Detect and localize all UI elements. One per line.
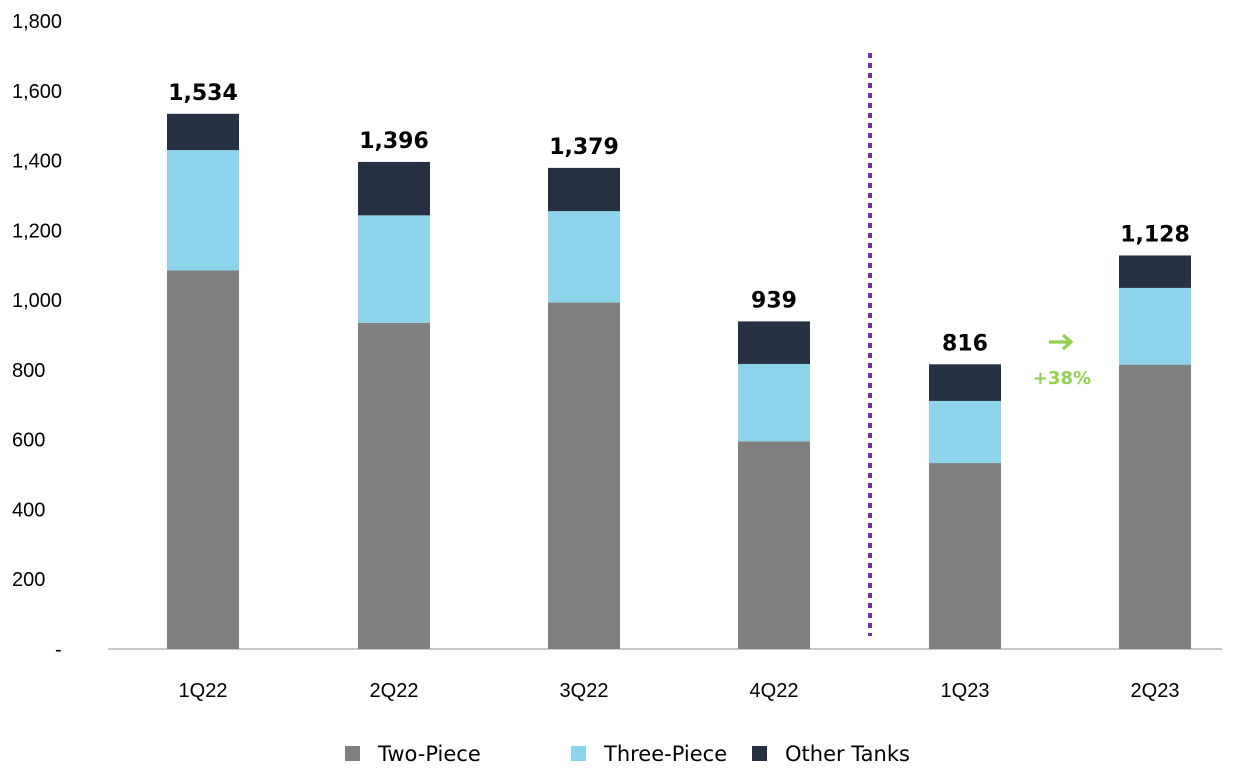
y-tick-label: 800 [12,360,45,382]
bar-segment-other-tanks [738,321,810,364]
x-tick-label: 2Q23 [1131,680,1180,702]
growth-annotation: +38% [1033,333,1091,389]
x-tick-label: 4Q22 [750,680,799,702]
y-tick-label: 1,600 [12,81,62,103]
bar-total-label: 816 [942,331,988,356]
x-tick-label: 2Q22 [370,680,419,702]
x-tick-label: 3Q22 [560,680,609,702]
bar-total-label: 939 [751,288,797,313]
bar-segment-other-tanks [1119,255,1191,288]
bar-total-label: 1,396 [359,129,429,154]
legend-label: Two-Piece [377,742,481,766]
y-tick-label: 200 [12,569,45,591]
bar-segment-three-piece [738,363,810,442]
bar-segment-three-piece [1119,287,1191,365]
legend-label: Three-Piece [603,742,727,766]
legend: Two-Piece Three-Piece Other Tanks [345,742,910,766]
bar-segment-three-piece [929,400,1001,464]
bar-segment-three-piece [167,150,239,271]
bar-segment-three-piece [548,211,620,303]
y-tick-label: 1,000 [12,290,62,312]
bar-segment-two-piece [1119,364,1191,649]
y-tick-label: 1,400 [12,151,62,173]
bar-total-label: 1,379 [549,135,619,160]
bar-segment-other-tanks [929,364,1001,401]
bar-total-label: 1,128 [1120,222,1190,247]
y-tick-label: 400 [12,499,45,521]
arrow-right-icon [1049,333,1074,351]
bar-segment-two-piece [358,322,430,649]
bar-total-label: 1,534 [168,81,238,106]
legend-label: Other Tanks [785,742,910,766]
y-axis: - 200 400 600 800 1,000 1,200 1,400 1,600 1,800 [12,11,62,661]
bar-segment-two-piece [167,270,239,649]
y-tick-label: - [55,639,62,661]
legend-swatch [345,746,360,761]
bar-segment-other-tanks [548,167,620,212]
bar-segment-other-tanks [358,161,430,216]
bar-segment-other-tanks [167,113,239,151]
x-tick-label: 1Q22 [179,680,228,702]
legend-swatch [752,746,767,761]
bar-segment-three-piece [358,215,430,323]
y-tick-label: 1,200 [12,220,62,242]
bars [167,113,1191,649]
growth-percent-label: +38% [1033,368,1091,389]
bar-segment-two-piece [548,302,620,649]
x-axis-labels: 1Q22 2Q22 3Q22 4Q22 1Q23 2Q23 [179,680,1180,702]
bar-segment-two-piece [929,463,1001,649]
bar-segment-two-piece [738,441,810,649]
legend-swatch [571,746,586,761]
total-labels: 1,534 1,396 1,379 939 816 1,128 [168,81,1190,357]
y-tick-label: 1,800 [12,11,62,33]
x-tick-label: 1Q23 [941,680,990,702]
y-tick-label: 600 [12,430,45,452]
